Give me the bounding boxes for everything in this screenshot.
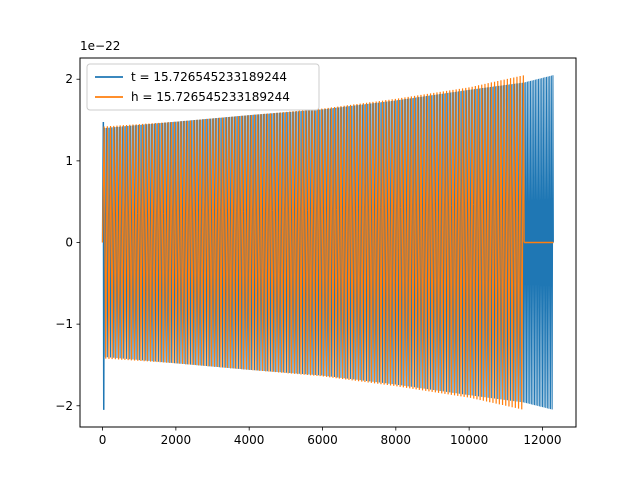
series-t-line (102, 75, 554, 410)
series-h-line (101, 75, 525, 410)
series-layer (101, 75, 554, 410)
x-tick-label: 6000 (307, 433, 338, 447)
y-tick-label: 1 (65, 154, 73, 168)
series-line (101, 75, 554, 410)
y-tick-label: 2 (65, 72, 73, 86)
x-tick-label: 0 (99, 433, 107, 447)
y-scale-label: 1e−22 (80, 39, 120, 53)
legend-box (86, 63, 320, 111)
x-tick-label: 12000 (523, 433, 561, 447)
legend-entry: t = 15.726545233189244 (131, 70, 287, 84)
x-tick-label: 8000 (381, 433, 412, 447)
y-axis: −2 −1 0 1 2 (55, 72, 80, 413)
x-tick-label: 10000 (450, 433, 488, 447)
x-tick-label: 2000 (161, 433, 192, 447)
y-tick-label: 0 (65, 236, 73, 250)
y-tick-label: −1 (55, 317, 73, 331)
y-tick-label: −2 (55, 399, 73, 413)
legend: t = 15.726545233189244 h = 15.72654523318… (86, 63, 320, 111)
legend-entry: h = 15.726545233189244 (131, 90, 290, 104)
x-tick-label: 4000 (234, 433, 265, 447)
x-axis: 0 2000 4000 6000 8000 10000 12000 (99, 427, 562, 447)
